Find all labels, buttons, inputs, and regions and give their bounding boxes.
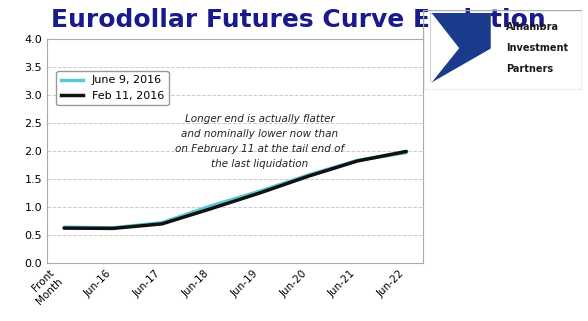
- June 9, 2016: [354, 159, 361, 162]
- June 9, 2016: [305, 173, 312, 177]
- Text: Longer end is actually flatter
and nominally lower now than
on February 11 at th: Longer end is actually flatter and nomin…: [175, 114, 344, 169]
- Line: June 9, 2016: June 9, 2016: [64, 152, 406, 228]
- Text: Investment: Investment: [506, 43, 568, 53]
- June 9, 2016: [61, 225, 68, 229]
- Feb 11, 2016: [354, 159, 361, 163]
- June 9, 2016: [158, 221, 165, 225]
- Feb 11, 2016: [61, 226, 68, 230]
- Polygon shape: [431, 13, 490, 48]
- June 9, 2016: [109, 226, 116, 230]
- Feb 11, 2016: [256, 191, 263, 195]
- Feb 11, 2016: [207, 207, 214, 211]
- Feb 11, 2016: [109, 227, 116, 230]
- Polygon shape: [431, 13, 458, 82]
- June 9, 2016: [207, 204, 214, 208]
- Feb 11, 2016: [403, 150, 410, 153]
- June 9, 2016: [256, 189, 263, 193]
- June 9, 2016: [403, 151, 410, 154]
- Polygon shape: [431, 13, 490, 82]
- Text: Alhambra: Alhambra: [506, 22, 559, 32]
- Line: Feb 11, 2016: Feb 11, 2016: [64, 152, 406, 229]
- Text: Partners: Partners: [506, 64, 553, 74]
- Legend: June 9, 2016, Feb 11, 2016: June 9, 2016, Feb 11, 2016: [56, 71, 169, 106]
- Text: Eurodollar Futures Curve Evolution: Eurodollar Futures Curve Evolution: [51, 8, 546, 32]
- Feb 11, 2016: [158, 222, 165, 226]
- Feb 11, 2016: [305, 174, 312, 178]
